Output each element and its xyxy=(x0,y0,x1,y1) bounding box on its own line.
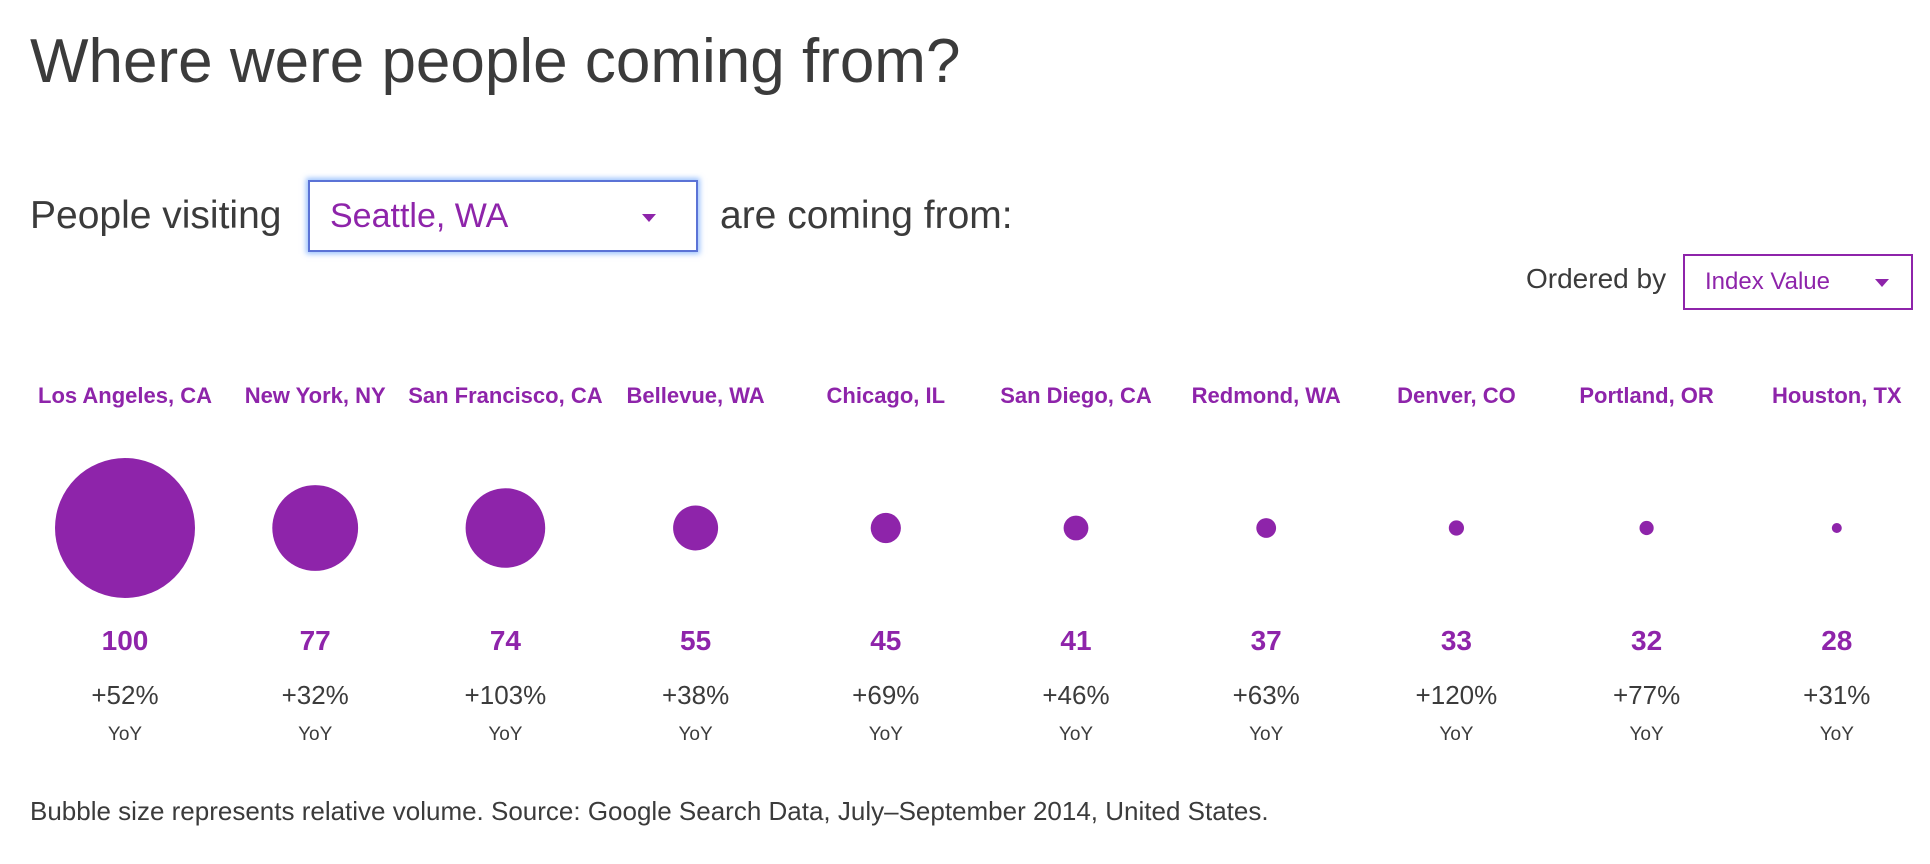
yoy-label: YoY xyxy=(488,724,522,745)
city-label[interactable]: Los Angeles, CA xyxy=(38,383,212,408)
city-label[interactable]: Redmond, WA xyxy=(1192,383,1341,408)
yoy-label: YoY xyxy=(1059,724,1093,745)
bubble xyxy=(1063,515,1089,541)
city-label[interactable]: Chicago, IL xyxy=(827,383,946,408)
yoy-label: YoY xyxy=(869,724,903,745)
order-label: Ordered by xyxy=(1526,263,1667,294)
footnote: Bubble size represents relative volume. … xyxy=(30,796,1269,826)
bubble xyxy=(673,505,719,551)
yoy-label: YoY xyxy=(108,724,142,745)
order-select-value: Index Value xyxy=(1705,268,1830,295)
yoy-change-label: +103% xyxy=(465,680,547,710)
index-value-label: 28 xyxy=(1821,625,1852,656)
city-label[interactable]: Bellevue, WA xyxy=(627,383,765,408)
bubble xyxy=(465,488,546,568)
bubble xyxy=(1448,520,1464,536)
yoy-change-label: +52% xyxy=(91,680,158,710)
city-select-value: Seattle, WA xyxy=(330,197,509,235)
city-label[interactable]: Portland, OR xyxy=(1579,383,1714,408)
yoy-change-label: +120% xyxy=(1416,680,1498,710)
bubble-chart: Los Angeles, CA 100 +52% YoY New York, NY 77 +… xyxy=(38,383,1902,745)
city-label[interactable]: Denver, CO xyxy=(1397,383,1516,408)
yoy-label: YoY xyxy=(1820,724,1854,745)
index-value-label: 55 xyxy=(680,625,711,656)
bubble xyxy=(272,485,359,571)
yoy-change-label: +31% xyxy=(1803,680,1870,710)
city-label[interactable]: Houston, TX xyxy=(1772,383,1902,408)
yoy-change-label: +46% xyxy=(1042,680,1109,710)
order-select[interactable]: Index Value xyxy=(1683,254,1913,310)
city-label[interactable]: New York, NY xyxy=(245,383,386,408)
caret-down-icon xyxy=(1875,279,1889,287)
bubble xyxy=(870,512,901,544)
yoy-change-label: +38% xyxy=(662,680,729,710)
index-value-label: 45 xyxy=(870,625,901,656)
yoy-label: YoY xyxy=(1630,724,1664,745)
bubble xyxy=(1256,518,1277,538)
yoy-label: YoY xyxy=(679,724,713,745)
yoy-label: YoY xyxy=(1439,724,1473,745)
yoy-change-label: +63% xyxy=(1233,680,1300,710)
yoy-label: YoY xyxy=(298,724,332,745)
city-label[interactable]: San Francisco, CA xyxy=(408,383,603,408)
yoy-change-label: +77% xyxy=(1613,680,1680,710)
city-label[interactable]: San Diego, CA xyxy=(1000,383,1152,408)
yoy-label: YoY xyxy=(1249,724,1283,745)
bubble xyxy=(1831,523,1842,533)
bubble xyxy=(1639,520,1654,536)
caret-down-icon xyxy=(642,214,656,222)
filter-prefix-label: People visiting xyxy=(30,194,282,237)
yoy-change-label: +32% xyxy=(282,680,349,710)
city-select[interactable]: Seattle, WA xyxy=(308,180,698,252)
bubble xyxy=(55,458,195,598)
filter-suffix-label: are coming from: xyxy=(720,194,1013,237)
index-value-label: 74 xyxy=(490,625,522,656)
yoy-change-label: +69% xyxy=(852,680,919,710)
page-title: Where were people coming from? xyxy=(30,27,961,96)
index-value-label: 100 xyxy=(102,625,149,656)
index-value-label: 32 xyxy=(1631,625,1662,656)
index-value-label: 77 xyxy=(300,625,331,656)
index-value-label: 41 xyxy=(1060,625,1091,656)
index-value-label: 33 xyxy=(1441,625,1472,656)
index-value-label: 37 xyxy=(1251,625,1282,656)
